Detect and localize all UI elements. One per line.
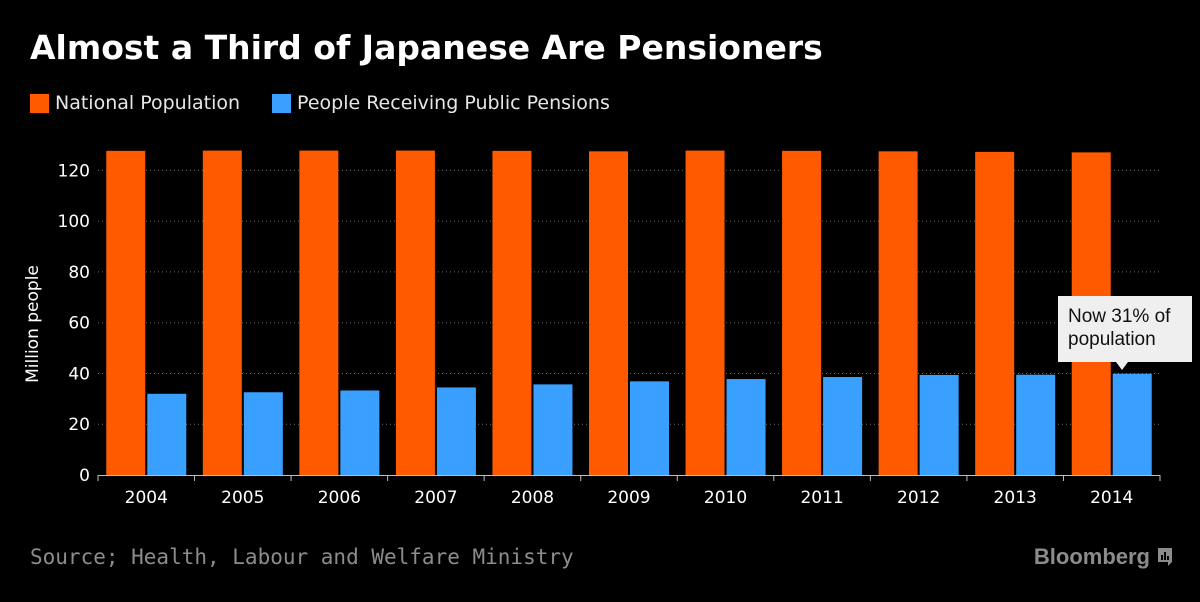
y-tick-label: 60 [68, 314, 90, 334]
bar-national-population-2011 [782, 150, 822, 476]
bar-public-pensions-2009 [630, 381, 669, 475]
x-tick-label: 2008 [511, 488, 554, 508]
annotation-pointer [1116, 362, 1128, 370]
bar-national-population-2008 [492, 150, 532, 476]
x-axis-ticks: 2004 2005 2006 2007 2008 2009 2010 2011 2012 2013… [125, 488, 1134, 508]
legend-label-national-population: National Population [55, 92, 241, 114]
y-tick-label: 80 [68, 263, 90, 283]
x-tick-label: 2009 [607, 488, 650, 508]
bar-national-population-2005 [202, 150, 242, 476]
bar-public-pensions-2006 [340, 390, 380, 475]
x-tick-label: 2005 [221, 488, 264, 508]
bar-public-pensions-2008 [533, 384, 573, 475]
bar-public-pensions-2011 [823, 377, 863, 475]
bar-public-pensions-2012 [919, 374, 959, 475]
bar-national-population-2004 [106, 150, 146, 476]
x-tick-label: 2013 [994, 488, 1037, 508]
x-tick-label: 2014 [1090, 488, 1133, 508]
bar-public-pensions-2010 [726, 379, 766, 475]
x-tick-label: 2012 [897, 488, 940, 508]
bars [106, 150, 1152, 476]
legend-label-public-pensions: People Receiving Public Pensions [297, 92, 610, 114]
y-tick-label: 0 [79, 466, 90, 486]
chart-legend: National Population People Receiving Pub… [30, 90, 642, 116]
bar-public-pensions-2007 [436, 387, 476, 475]
bloomberg-logo: Bloomberg [1034, 544, 1174, 570]
y-axis-label: Million people [23, 265, 43, 383]
y-tick-label: 20 [68, 415, 90, 435]
bar-public-pensions-2004 [147, 393, 187, 475]
chart-title: Almost a Third of Japanese Are Pensioner… [30, 28, 823, 67]
legend-item-national-population: National Population [30, 92, 240, 114]
x-tick-label: 2007 [414, 488, 457, 508]
annotation-line-1: Now 31% of [1068, 306, 1171, 327]
source-note: Source; Health, Labour and Welfare Minis… [30, 545, 574, 569]
x-tick-label: 2006 [318, 488, 361, 508]
bar-public-pensions-2014 [1112, 373, 1152, 475]
legend-swatch-national-population [30, 93, 49, 113]
x-tick-label: 2010 [704, 488, 747, 508]
brand-name: Bloomberg [1033, 544, 1150, 569]
y-axis-ticks: 0 20 40 60 80 100 120 [58, 161, 90, 486]
x-tick-label: 2011 [800, 488, 843, 508]
bar-national-population-2010 [685, 150, 725, 476]
y-tick-label: 100 [58, 212, 90, 232]
bar-national-population-2009 [589, 151, 628, 475]
y-tick-label: 40 [68, 364, 90, 384]
bar-national-population-2013 [975, 151, 1015, 475]
bar-public-pensions-2013 [1016, 374, 1056, 475]
annotation-line-2: population [1068, 329, 1156, 350]
bar-national-population-2007 [395, 150, 435, 476]
annotation-callout: Now 31% of population [1058, 296, 1192, 362]
x-tick-label: 2004 [125, 488, 168, 508]
bloomberg-chart-icon [1158, 548, 1172, 566]
bar-national-population-2006 [299, 150, 339, 476]
y-tick-label: 120 [58, 161, 90, 181]
x-axis [97, 475, 1161, 481]
bar-public-pensions-2005 [243, 392, 283, 475]
bar-national-population-2012 [878, 151, 918, 475]
legend-item-public-pensions: People Receiving Public Pensions [272, 92, 610, 114]
legend-swatch-public-pensions [272, 93, 292, 113]
